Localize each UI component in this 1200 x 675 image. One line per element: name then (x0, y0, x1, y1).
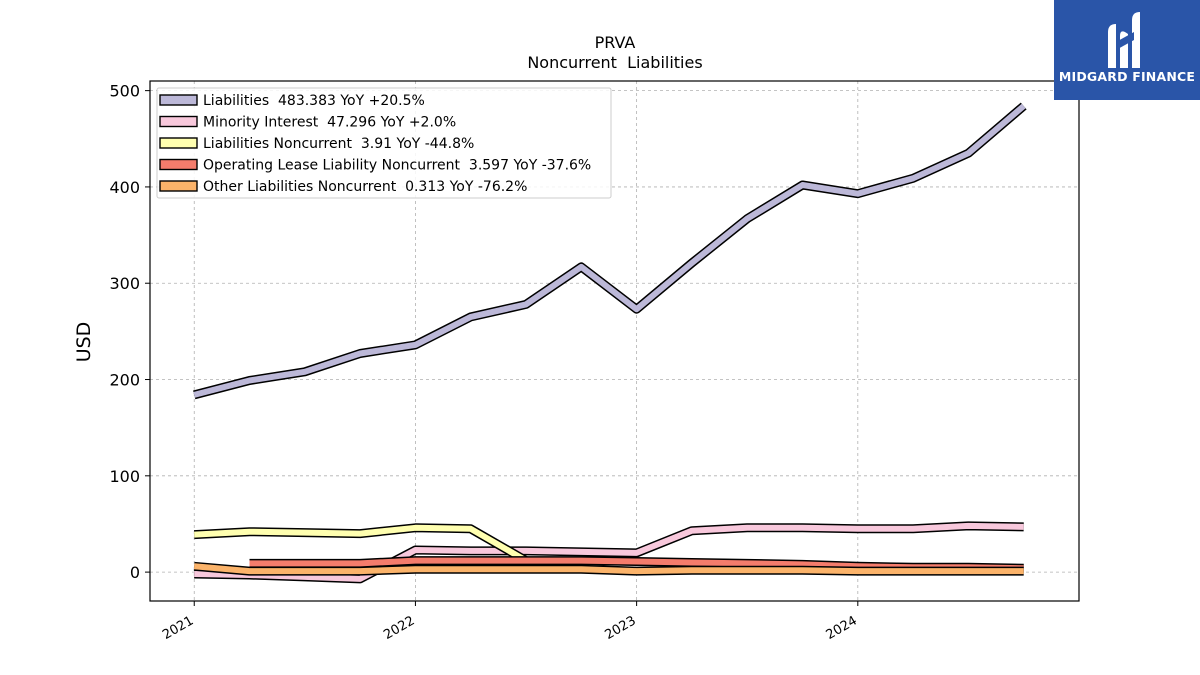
y-tick-label: 0 (130, 563, 140, 582)
legend-label: Minority Interest 47.296 YoY +2.0% (203, 115, 456, 131)
legend-label: Liabilities Noncurrent 3.91 YoY -44.8% (203, 136, 474, 152)
x-tick-label: 2024 (824, 613, 860, 643)
legend-box (156, 87, 612, 199)
legend-label: Operating Lease Liability Noncurrent 3.5… (203, 158, 591, 174)
y-tick-label: 300 (109, 274, 140, 293)
legend-swatch (159, 158, 198, 171)
legend-item: Operating Lease Liability Noncurrent 3.5… (159, 158, 591, 174)
chart-title: PRVA (595, 33, 636, 52)
legend-swatch (159, 94, 198, 106)
series-line-4 (193, 561, 1024, 576)
x-tick-label: 2022 (381, 613, 417, 643)
legend-label: Other Liabilities Noncurrent 0.313 YoY -… (203, 179, 527, 195)
series-line-1 (194, 521, 1024, 584)
series-fill (193, 563, 1024, 575)
legend-item: Other Liabilities Noncurrent 0.313 YoY -… (159, 179, 527, 195)
legend-item: Liabilities Noncurrent 3.91 YoY -44.8% (159, 136, 474, 152)
legend: Liabilities 483.383 YoY +20.5% Minority I… (156, 87, 612, 199)
legend-item: Minority Interest 47.296 YoY +2.0% (159, 115, 456, 131)
chart-subtitle: Noncurrent Liabilities (527, 53, 702, 72)
series-fill (193, 103, 1026, 398)
legend-swatch (159, 137, 198, 149)
y-tick-label: 200 (109, 371, 140, 390)
brand-name: MIDGARD FINANCE (1058, 69, 1196, 84)
series-line-0 (193, 102, 1027, 400)
y-tick-label: 500 (109, 82, 140, 101)
legend-swatch (159, 115, 198, 128)
legend-item: Liabilities 483.383 YoY +20.5% (159, 93, 425, 109)
x-tick-label: 2021 (160, 613, 196, 643)
y-tick-label: 100 (109, 467, 140, 486)
legend-swatch (159, 180, 198, 192)
y-axis-label: USD (73, 322, 95, 363)
midgard-m-logo-icon (1108, 12, 1140, 68)
series-fill (194, 524, 528, 564)
plot-frame (149, 80, 1080, 602)
y-tick-label: 400 (109, 178, 140, 197)
x-tick-label: 2023 (602, 613, 638, 643)
legend-label: Liabilities 483.383 YoY +20.5% (203, 93, 425, 109)
brand-logo: MIDGARD FINANCE (1054, 0, 1200, 100)
y-axis-ticks: 0 100 200 300 400 500 (109, 82, 150, 582)
series-line-2 (193, 523, 529, 565)
x-axis-ticks: 2021 2022 2023 2024 (160, 601, 860, 643)
series-lines (193, 102, 1027, 584)
series-fill (194, 522, 1024, 582)
